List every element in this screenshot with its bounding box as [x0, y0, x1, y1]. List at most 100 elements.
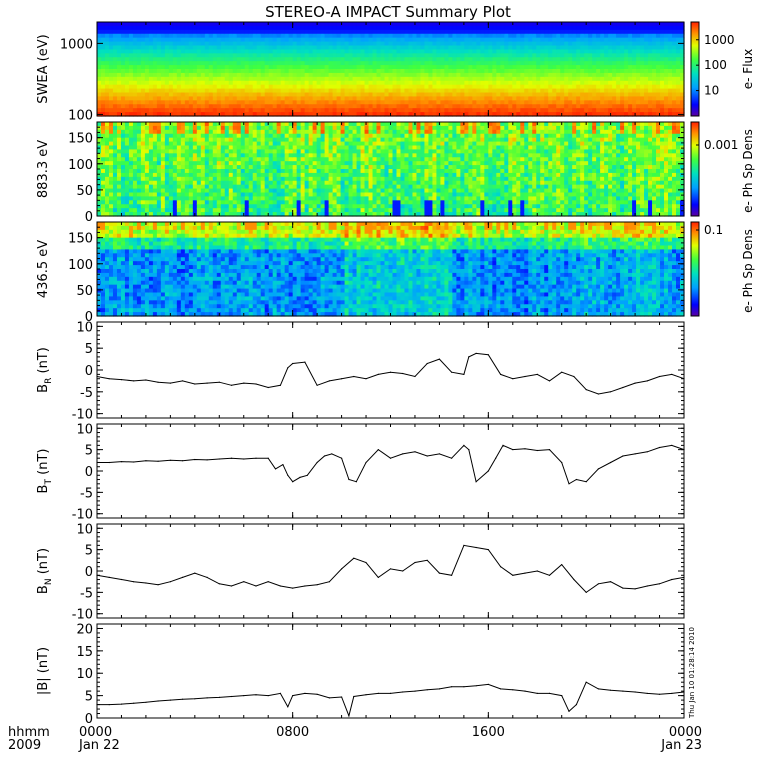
heatmap-cell: [108, 45, 114, 51]
heatmap-cell: [676, 80, 681, 86]
heatmap-cell: [660, 45, 665, 51]
heatmap-cell: [636, 96, 641, 101]
heatmap-cell: [216, 149, 222, 154]
heatmap-cell: [512, 108, 517, 113]
heatmap-cell: [440, 57, 445, 62]
heatmap-cell: [512, 49, 517, 54]
heatmap-cell: [416, 84, 422, 90]
heatmap-cell: [596, 57, 601, 62]
heatmap-cell: [168, 57, 174, 62]
heatmap-cell: [584, 76, 589, 82]
heatmap-cell: [448, 92, 453, 98]
heatmap-cell: [668, 69, 673, 74]
heatmap-cell: [296, 196, 302, 201]
heatmap-cell: [504, 22, 509, 27]
heatmap-cell: [296, 184, 302, 190]
heatmap-cell: [252, 29, 258, 35]
heatmap-cell: [272, 80, 278, 86]
heatmap-cell: [584, 72, 589, 78]
heatmap-cell: [252, 33, 258, 39]
heatmap-cell: [312, 137, 318, 143]
heatmap-cell: [148, 104, 154, 109]
heatmap-cell: [388, 33, 394, 39]
heatmap-cell: [136, 149, 142, 154]
heatmap-cell: [600, 92, 605, 98]
heatmap-cell: [276, 125, 282, 131]
heatmap-cell: [108, 25, 114, 31]
heatmap-cell: [172, 108, 178, 113]
heatmap-cell: [108, 196, 114, 201]
heatmap-cell: [144, 49, 150, 54]
heatmap-cell: [404, 57, 410, 62]
heatmap-cell: [296, 25, 302, 31]
heatmap-cell: [604, 100, 609, 105]
heatmap-cell: [124, 196, 130, 201]
heatmap-cell: [484, 72, 489, 78]
heatmap-cell: [460, 69, 465, 74]
heatmap-cell: [308, 80, 314, 86]
heatmap-cell: [160, 137, 166, 143]
heatmap-cell: [476, 41, 481, 47]
heatmap-cell: [632, 29, 637, 35]
heatmap-cell: [384, 22, 390, 27]
heatmap-cell: [156, 184, 162, 190]
heatmap-cell: [324, 196, 330, 201]
heatmap-cell: [472, 53, 477, 58]
heatmap-cell: [224, 69, 230, 74]
heatmap-cell: [236, 145, 242, 151]
heatmap-cell: [636, 104, 641, 109]
heatmap-cell: [444, 72, 449, 78]
heatmap-cell: [144, 80, 150, 86]
heatmap-cell: [396, 112, 402, 117]
heatmap-cell: [268, 145, 274, 151]
heatmap-cell: [668, 84, 673, 90]
heatmap-cell: [148, 72, 154, 78]
heatmap-cell: [376, 88, 382, 94]
heatmap-cell: [212, 49, 218, 54]
heatmap-cell: [148, 25, 154, 31]
heatmap-cell: [168, 184, 174, 190]
heatmap-cell: [204, 61, 210, 66]
heatmap-cell: [168, 200, 174, 205]
heatmap-cell: [288, 157, 294, 162]
colorbar-tick-label: 1000: [704, 33, 735, 47]
heatmap-cell: [112, 76, 118, 82]
heatmap-cell: [568, 57, 573, 62]
heatmap-cell: [140, 29, 146, 35]
heatmap-cell: [248, 208, 254, 213]
heatmap-cell: [276, 37, 282, 43]
heatmap-cell: [184, 53, 190, 58]
heatmap-cell: [97, 188, 102, 194]
heatmap-cell: [400, 72, 406, 78]
heatmap-cell: [296, 104, 302, 109]
heatmap-cell: [416, 22, 422, 27]
heatmap-cell: [196, 196, 202, 201]
heatmap-cell: [176, 172, 182, 178]
heatmap-cell: [132, 80, 138, 86]
heatmap-cell: [156, 41, 162, 47]
heatmap-cell: [208, 25, 214, 31]
heatmap-cell: [108, 53, 114, 58]
heatmap-cell: [676, 22, 681, 27]
heatmap-cell: [328, 96, 334, 101]
heatmap-cell: [484, 80, 489, 86]
heatmap-cell: [104, 141, 110, 147]
heatmap-cell: [228, 169, 234, 174]
heatmap-cell: [592, 33, 597, 39]
heatmap-cell: [148, 41, 154, 47]
heatmap-cell: [440, 37, 445, 43]
heatmap-cell: [492, 29, 497, 35]
heatmap-cell: [208, 57, 214, 62]
heatmap-cell: [596, 72, 601, 78]
heatmap-cell: [304, 137, 310, 143]
heatmap-cell: [300, 53, 306, 58]
heatmap-cell: [632, 22, 637, 27]
heatmap-cell: [128, 57, 134, 62]
heatmap-cell: [412, 45, 418, 51]
heatmap-cell: [516, 22, 521, 27]
heatmap-cell: [500, 84, 505, 90]
heatmap-cell: [196, 204, 202, 209]
heatmap-cell: [420, 33, 426, 39]
heatmap-cell: [108, 180, 114, 186]
heatmap-cell: [112, 25, 118, 31]
